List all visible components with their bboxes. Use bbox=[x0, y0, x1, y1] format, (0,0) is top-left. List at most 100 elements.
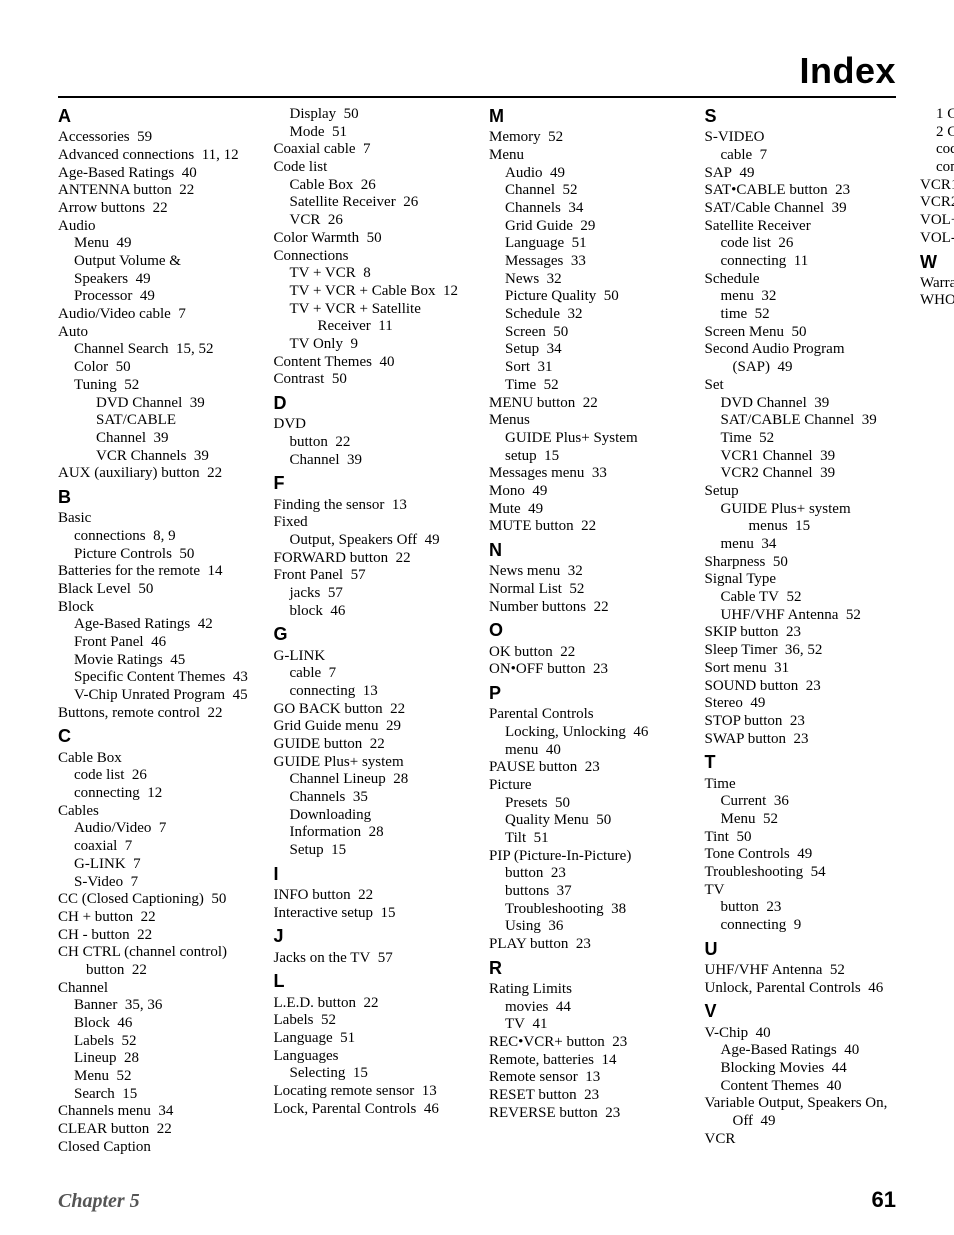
index-entry: CLEAR button 22 bbox=[58, 1121, 250, 1139]
index-entry: Front Panel 57 bbox=[274, 567, 466, 585]
index-entry: Menu 52 bbox=[705, 811, 897, 829]
index-entry: OK button 22 bbox=[489, 644, 681, 662]
index-entry: DVD bbox=[274, 416, 466, 434]
index-entry: button 23 bbox=[705, 899, 897, 917]
index-entry: News menu 32 bbox=[489, 563, 681, 581]
index-entry: Blocking Movies 44 bbox=[705, 1060, 897, 1078]
index-entry: Channel Search 15, 52 bbox=[58, 341, 250, 359]
index-entry: MENU button 22 bbox=[489, 395, 681, 413]
index-entry: SOUND button 23 bbox=[705, 678, 897, 696]
index-entry: Time 52 bbox=[705, 430, 897, 448]
index-entry: TV + VCR + Satellite Receiver 11 bbox=[274, 301, 466, 336]
index-entry: Tuning 52 bbox=[58, 377, 250, 395]
index-entry: Schedule bbox=[705, 271, 897, 289]
index-entry: Tint 50 bbox=[705, 829, 897, 847]
index-entry: Downloading Information 28 bbox=[274, 807, 466, 842]
index-entry: UHF/VHF Antenna 52 bbox=[705, 607, 897, 625]
index-entry: connections 8, 9 bbox=[58, 528, 250, 546]
index-entry: Second Audio Program (SAP) 49 bbox=[705, 341, 897, 376]
index-entry: movies 44 bbox=[489, 999, 681, 1017]
index-entry: Movie Ratings 45 bbox=[58, 652, 250, 670]
index-entry: Block bbox=[58, 599, 250, 617]
index-entry: Sleep Timer 36, 52 bbox=[705, 642, 897, 660]
index-entry: Warranty 57 bbox=[920, 275, 954, 293]
index-entry: CC (Closed Captioning) 50 bbox=[58, 891, 250, 909]
index-entry: REC•VCR+ button 23 bbox=[489, 1034, 681, 1052]
index-entry: Menu 52 bbox=[58, 1068, 250, 1086]
index-entry: L.E.D. button 22 bbox=[274, 995, 466, 1013]
index-entry: DVD Channel 39 bbox=[705, 395, 897, 413]
index-letter: M bbox=[489, 106, 681, 127]
index-letter: N bbox=[489, 540, 681, 561]
index-entry: CH CTRL (channel control) button 22 bbox=[58, 944, 250, 979]
index-entry: code list 26 bbox=[58, 767, 250, 785]
index-entry: PIP (Picture-In-Picture) bbox=[489, 848, 681, 866]
index-entry: Satellite Receiver 26 bbox=[274, 194, 466, 212]
index-entry: VCR Channels 39 bbox=[58, 448, 250, 466]
index-entry: STOP button 23 bbox=[705, 713, 897, 731]
index-entry: Channel 39 bbox=[274, 452, 466, 470]
footer: Chapter 5 61 bbox=[58, 1187, 896, 1213]
index-entry: Block 46 bbox=[58, 1015, 250, 1033]
index-entry: code list 26 bbox=[705, 235, 897, 253]
index-entry: Grid Guide 29 bbox=[489, 218, 681, 236]
index-entry: block 46 bbox=[274, 603, 466, 621]
page: Index AAccessories 59Advanced connection… bbox=[0, 0, 954, 1235]
index-entry: Fixed bbox=[274, 514, 466, 532]
index-entry: Time bbox=[705, 776, 897, 794]
index-entry: Finding the sensor 13 bbox=[274, 497, 466, 515]
index-entry: SAT/CABLE Channel 39 bbox=[705, 412, 897, 430]
index-entry: Output, Speakers Off 49 bbox=[274, 532, 466, 550]
index-entry: G-LINK bbox=[274, 648, 466, 666]
index-entry: AUX (auxiliary) button 22 bbox=[58, 465, 250, 483]
index-entry: VCR2 Channel 39 bbox=[705, 465, 897, 483]
index-entry: ON•OFF button 23 bbox=[489, 661, 681, 679]
index-entry: Interactive setup 15 bbox=[274, 905, 466, 923]
index-letter: R bbox=[489, 958, 681, 979]
index-entry: Setup 15 bbox=[274, 842, 466, 860]
index-entry: PAUSE button 23 bbox=[489, 759, 681, 777]
index-entry: Selecting 15 bbox=[274, 1065, 466, 1083]
index-entry: Labels 52 bbox=[58, 1033, 250, 1051]
index-entry: RESET button 23 bbox=[489, 1087, 681, 1105]
index-entry: Language 51 bbox=[489, 235, 681, 253]
index-letter: A bbox=[58, 106, 250, 127]
index-entry: Audio 49 bbox=[489, 165, 681, 183]
index-letter: J bbox=[274, 926, 466, 947]
index-entry: Channels 34 bbox=[489, 200, 681, 218]
index-entry: GUIDE button 22 bbox=[274, 736, 466, 754]
index-entry: VCR1 Channel 39 bbox=[705, 448, 897, 466]
index-entry: VCR bbox=[705, 1131, 897, 1149]
index-entry: Banner 35, 36 bbox=[58, 997, 250, 1015]
index-entry: Presets 50 bbox=[489, 795, 681, 813]
index-entry: S-Video 7 bbox=[58, 874, 250, 892]
index-entry: Lock, Parental Controls 46 bbox=[274, 1101, 466, 1119]
index-entry: Mute 49 bbox=[489, 501, 681, 519]
index-entry: Mode 51 bbox=[274, 124, 466, 142]
index-letter: I bbox=[274, 864, 466, 885]
index-entry: connecting 11 bbox=[705, 253, 897, 271]
index-entry: Search 15 bbox=[58, 1086, 250, 1104]
index-entry: coaxial 7 bbox=[58, 838, 250, 856]
index-entry: Remote sensor 13 bbox=[489, 1069, 681, 1087]
index-entry: menu 32 bbox=[705, 288, 897, 306]
index-entry: Content Themes 40 bbox=[705, 1078, 897, 1096]
index-entry: VOL+ button 23 bbox=[920, 212, 954, 230]
index-entry: Channel bbox=[58, 980, 250, 998]
index-entry: Color Warmth 50 bbox=[274, 230, 466, 248]
index-entry: G-LINK 7 bbox=[58, 856, 250, 874]
index-entry: Picture bbox=[489, 777, 681, 795]
index-entry: Jacks on the TV 57 bbox=[274, 950, 466, 968]
index-entry: Cables bbox=[58, 803, 250, 821]
index-entry: Contrast 50 bbox=[274, 371, 466, 389]
index-entry: Age-Based Ratings 40 bbox=[705, 1042, 897, 1060]
index-entry: menu 40 bbox=[489, 742, 681, 760]
index-entry: Code list bbox=[274, 159, 466, 177]
index-letter: L bbox=[274, 971, 466, 992]
index-letter: P bbox=[489, 683, 681, 704]
index-letter: C bbox=[58, 726, 250, 747]
index-entry: Tilt 51 bbox=[489, 830, 681, 848]
index-entry: Channel 52 bbox=[489, 182, 681, 200]
index-entry: Setup 34 bbox=[489, 341, 681, 359]
index-entry: Screen 50 bbox=[489, 324, 681, 342]
